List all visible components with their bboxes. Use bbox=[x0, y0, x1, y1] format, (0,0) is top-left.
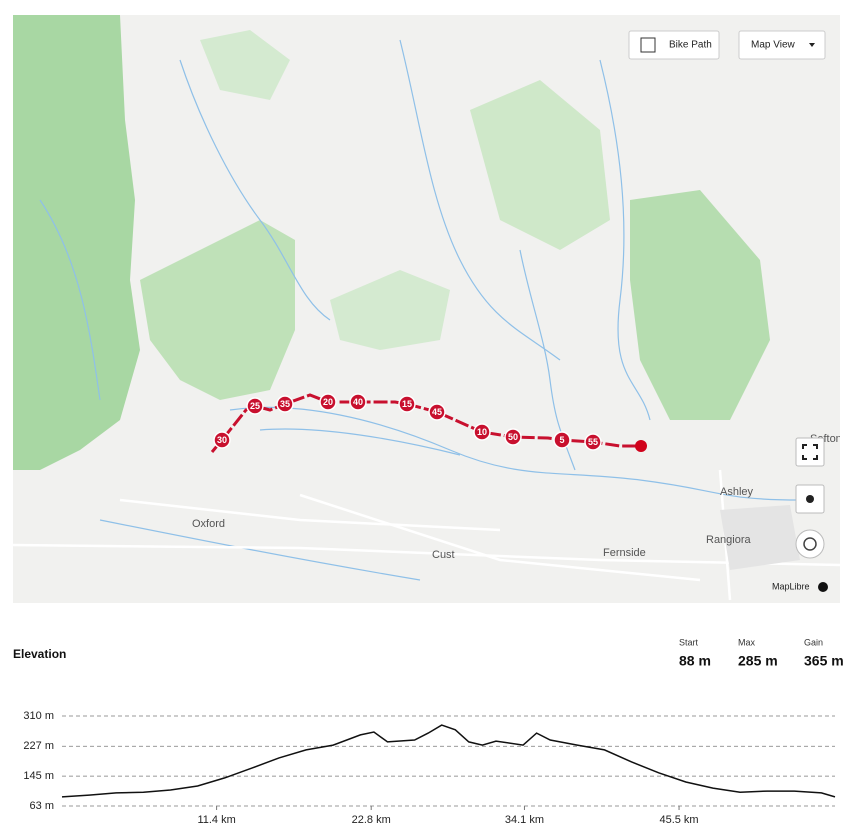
attribution[interactable]: MapLibre bbox=[772, 581, 810, 591]
place-label: Fernside bbox=[603, 547, 646, 559]
map-view-select[interactable] bbox=[738, 30, 826, 60]
x-tick-label: 45.5 km bbox=[659, 814, 698, 826]
route-marker bbox=[349, 393, 367, 411]
locate-icon bbox=[806, 495, 814, 503]
forest bbox=[13, 15, 140, 470]
y-tick-label: 310 m bbox=[23, 710, 54, 722]
caret bbox=[809, 43, 815, 47]
route-marker bbox=[428, 403, 446, 421]
recenter-icon bbox=[803, 537, 817, 551]
forest bbox=[470, 80, 610, 250]
town bbox=[720, 505, 800, 570]
forest bbox=[200, 30, 290, 100]
place-label: Cust bbox=[432, 549, 455, 561]
place-label: Rangiora bbox=[706, 534, 752, 546]
route-marker bbox=[213, 431, 231, 449]
stat-value: 365 m bbox=[804, 653, 844, 669]
stat-label: Gain bbox=[804, 637, 823, 647]
route-marker bbox=[276, 395, 294, 413]
stat-value: 285 m bbox=[738, 653, 778, 669]
route-marker-label: 30 bbox=[217, 435, 227, 445]
route-marker-label: 20 bbox=[323, 397, 333, 407]
bike-path-label: Bike Path bbox=[669, 40, 712, 51]
route-marker bbox=[553, 431, 571, 449]
info-icon[interactable] bbox=[818, 582, 828, 592]
x-tick-label: 34.1 km bbox=[505, 814, 544, 826]
x-tick-label: 22.8 km bbox=[352, 814, 391, 826]
checkbox[interactable] bbox=[640, 37, 656, 53]
stat-label: Start bbox=[679, 637, 699, 647]
route-marker-label: 40 bbox=[353, 397, 363, 407]
y-tick-label: 227 m bbox=[23, 740, 54, 752]
route-marker bbox=[504, 428, 522, 446]
route-marker-label: 55 bbox=[588, 437, 598, 447]
route-marker-label: 35 bbox=[280, 399, 290, 409]
y-tick-label: 63 m bbox=[30, 800, 54, 812]
route-marker bbox=[398, 395, 416, 413]
route-marker bbox=[246, 397, 264, 415]
stat-value: 88 m bbox=[679, 653, 711, 669]
fullscreen-button[interactable] bbox=[795, 437, 825, 467]
forest bbox=[140, 220, 295, 400]
place-label: Oxford bbox=[192, 518, 225, 530]
fullscreen-icon bbox=[802, 444, 818, 460]
route-marker bbox=[584, 433, 602, 451]
map-view-label: Map View bbox=[751, 40, 796, 51]
route-marker-label: 25 bbox=[250, 401, 260, 411]
place-label: Ashley bbox=[720, 486, 754, 498]
route-marker-label: 15 bbox=[402, 399, 412, 409]
elevation-line bbox=[61, 724, 836, 798]
x-tick-label: 11.4 km bbox=[197, 814, 235, 826]
forest bbox=[630, 190, 770, 420]
route-marker-label: 10 bbox=[477, 427, 487, 437]
route-marker-label: 50 bbox=[508, 432, 518, 442]
stat-label: Max bbox=[738, 637, 756, 647]
route-marker bbox=[473, 423, 491, 441]
route-marker bbox=[319, 393, 337, 411]
recenter-button[interactable] bbox=[795, 529, 825, 559]
y-tick-label: 145 m bbox=[23, 770, 54, 782]
route-marker-label: 45 bbox=[432, 407, 442, 417]
route-end bbox=[635, 440, 647, 452]
elevation-title: Elevation bbox=[13, 647, 66, 661]
route-marker-label: 5 bbox=[559, 435, 564, 445]
forest bbox=[330, 270, 450, 350]
